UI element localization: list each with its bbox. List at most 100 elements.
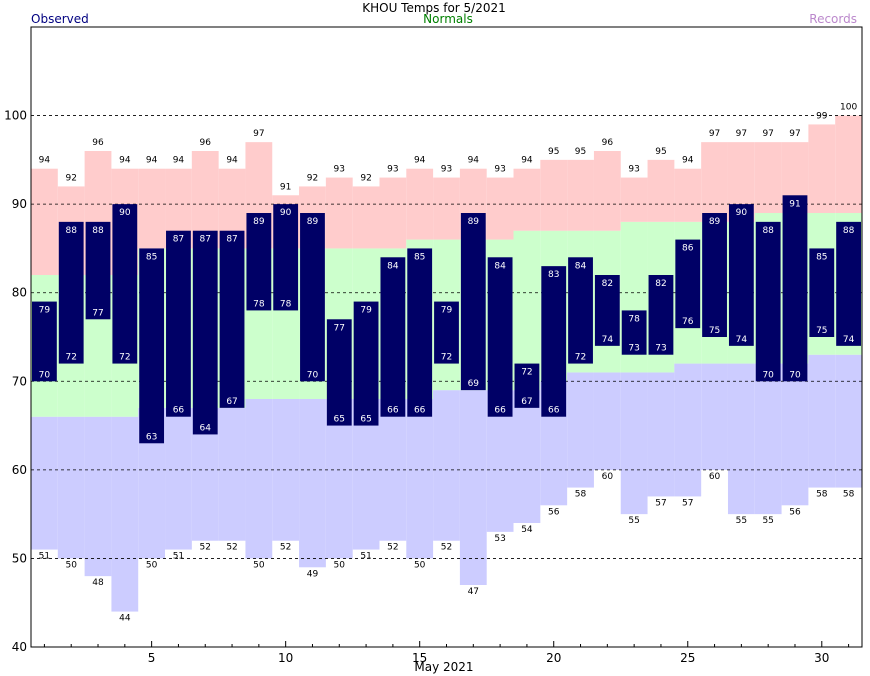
record-high-band — [620, 177, 648, 222]
x-tick-label: 30 — [814, 651, 829, 665]
value-labels: 79 70 94 51 88 72 92 50 88 77 96 48 90 72 94 44 85 63 94 50… — [39, 103, 858, 624]
record-low-label: 57 — [682, 498, 693, 508]
record-low-band — [593, 372, 621, 470]
observed-bar — [380, 257, 406, 417]
record-high-band — [835, 115, 862, 213]
observed-high-label: 83 — [548, 270, 559, 280]
y-tick-label: 100 — [4, 109, 27, 123]
observed-high-label: 87 — [226, 235, 237, 245]
legend-observed: Observed — [31, 12, 89, 26]
record-high-label: 94 — [521, 156, 533, 166]
observed-high-label: 89 — [253, 217, 265, 227]
record-high-label: 93 — [387, 165, 398, 175]
observed-high-label: 78 — [628, 314, 640, 324]
observed-low-label: 72 — [441, 353, 452, 363]
observed-low-label: 69 — [468, 379, 480, 389]
x-tick-label: 10 — [278, 651, 293, 665]
record-low-band — [513, 390, 541, 523]
record-high-label: 96 — [602, 138, 614, 148]
observed-high-label: 88 — [843, 226, 855, 236]
record-high-label: 97 — [736, 129, 747, 139]
record-low-band — [325, 399, 353, 559]
record-high-label: 97 — [762, 129, 773, 139]
observed-bar — [58, 221, 84, 364]
observed-low-label: 66 — [173, 406, 185, 416]
record-high-label: 93 — [441, 165, 452, 175]
record-high-label: 94 — [146, 156, 158, 166]
observed-bar — [836, 221, 861, 346]
record-low-label: 55 — [628, 516, 639, 526]
observed-low-label: 78 — [280, 299, 292, 309]
x-tick-label: 5 — [148, 651, 156, 665]
observed-low-label: 63 — [146, 432, 157, 442]
record-high-band — [701, 142, 728, 222]
observed-low-label: 74 — [736, 335, 748, 345]
observed-bar — [139, 248, 165, 444]
record-high-label: 94 — [414, 156, 426, 166]
observed-high-label: 72 — [521, 368, 532, 378]
record-low-label: 50 — [146, 560, 158, 570]
record-low-label: 54 — [521, 525, 533, 535]
observed-high-label: 82 — [655, 279, 666, 289]
observed-low-label: 75 — [816, 326, 827, 336]
observed-low-label: 66 — [387, 406, 399, 416]
record-low-label: 52 — [280, 543, 291, 553]
observed-high-label: 82 — [602, 279, 613, 289]
record-low-band — [808, 354, 836, 488]
observed-high-label: 85 — [146, 252, 157, 262]
observed-low-label: 66 — [494, 406, 506, 416]
record-high-band — [433, 177, 460, 240]
observed-bar — [675, 239, 701, 329]
observed-low-label: 66 — [548, 406, 560, 416]
record-high-label: 97 — [789, 129, 800, 139]
record-high-label: 95 — [575, 147, 586, 157]
record-low-label: 56 — [789, 507, 801, 517]
observed-low-label: 76 — [682, 317, 694, 327]
chart-title: KHOU Temps for 5/2021 — [362, 1, 506, 15]
observed-low-label: 70 — [762, 370, 774, 380]
record-low-label: 44 — [119, 614, 131, 624]
record-low-band — [299, 399, 326, 568]
observed-high-label: 89 — [307, 217, 319, 227]
observed-bar — [85, 221, 111, 320]
observed-bar — [487, 257, 513, 417]
observed-high-label: 88 — [762, 226, 774, 236]
record-low-band — [459, 390, 487, 585]
observed-low-label: 75 — [709, 326, 720, 336]
observed-bar — [300, 213, 325, 382]
record-low-label: 50 — [65, 560, 77, 570]
observed-bar — [755, 221, 781, 382]
y-tick-label: 90 — [12, 197, 27, 211]
record-high-label: 96 — [92, 138, 104, 148]
normal-band — [513, 230, 541, 391]
record-high-label: 94 — [226, 156, 238, 166]
observed-bar — [192, 230, 218, 435]
y-tick-label: 50 — [12, 551, 27, 565]
observed-bar — [112, 204, 138, 364]
legend-records: Records — [809, 12, 857, 26]
record-low-label: 55 — [736, 516, 747, 526]
observed-high-label: 91 — [789, 199, 800, 209]
observed-bar — [594, 275, 620, 346]
record-high-band — [325, 177, 353, 249]
observed-bar — [809, 248, 835, 337]
record-low-label: 52 — [441, 543, 452, 553]
record-high-label: 94 — [682, 156, 694, 166]
record-high-label: 94 — [119, 156, 131, 166]
observed-bar — [621, 310, 647, 355]
observed-bar — [782, 195, 808, 382]
observed-high-label: 77 — [334, 323, 345, 333]
observed-high-label: 85 — [816, 252, 827, 262]
record-high-label: 93 — [494, 165, 505, 175]
record-low-band — [620, 372, 648, 515]
record-low-label: 55 — [762, 516, 773, 526]
observed-low-label: 67 — [226, 397, 237, 407]
observed-high-label: 90 — [280, 208, 292, 218]
record-high-label: 100 — [840, 103, 857, 113]
observed-high-label: 84 — [494, 261, 506, 271]
record-high-label: 94 — [39, 156, 51, 166]
record-low-label: 56 — [548, 507, 560, 517]
record-high-label: 93 — [628, 165, 639, 175]
observed-bar — [326, 319, 352, 426]
x-tick-label: 20 — [546, 651, 561, 665]
